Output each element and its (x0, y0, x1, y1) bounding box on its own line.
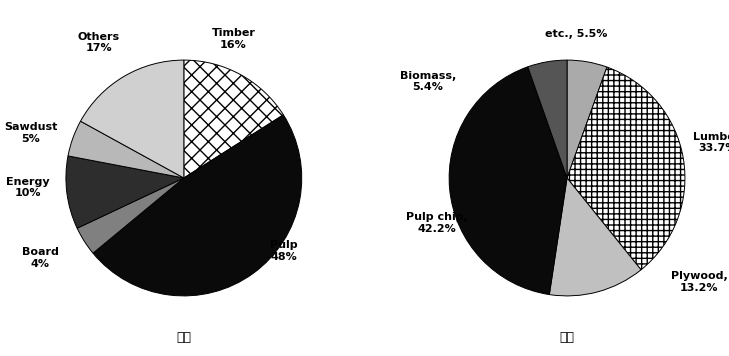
Text: Pulp
48%: Pulp 48% (270, 240, 298, 262)
Wedge shape (528, 60, 567, 178)
Wedge shape (66, 156, 184, 228)
Wedge shape (68, 121, 184, 178)
Text: Plywood,
13.2%: Plywood, 13.2% (671, 271, 728, 293)
Text: Timber
16%: Timber 16% (211, 28, 255, 50)
Wedge shape (77, 178, 184, 253)
Text: Pulp chip,
42.2%: Pulp chip, 42.2% (406, 212, 468, 234)
Text: Board
4%: Board 4% (22, 247, 58, 269)
Title: 일본: 일본 (560, 331, 574, 344)
Wedge shape (550, 178, 641, 296)
Wedge shape (567, 60, 607, 178)
Wedge shape (567, 67, 685, 270)
Text: Lumber,
33.7%: Lumber, 33.7% (693, 132, 729, 153)
Text: Sawdust
5%: Sawdust 5% (4, 122, 58, 144)
Text: etc., 5.5%: etc., 5.5% (545, 29, 608, 39)
Text: Energy
10%: Energy 10% (7, 177, 50, 198)
Wedge shape (449, 67, 567, 294)
Title: 한국: 한국 (176, 331, 191, 344)
Wedge shape (93, 115, 302, 296)
Text: Others
17%: Others 17% (78, 32, 120, 53)
Wedge shape (80, 60, 184, 178)
Wedge shape (184, 60, 284, 178)
Text: Biomass,
5.4%: Biomass, 5.4% (399, 70, 456, 92)
